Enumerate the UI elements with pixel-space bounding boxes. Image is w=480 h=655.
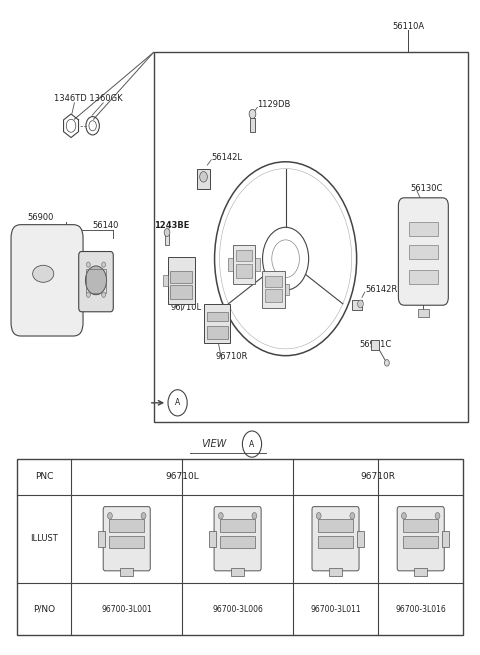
FancyBboxPatch shape (11, 225, 83, 336)
Bar (98, 531, 105, 546)
Bar (154, 52, 468, 422)
Bar (204, 304, 230, 343)
Bar (17, 458, 463, 635)
Bar (443, 531, 449, 546)
Bar (418, 309, 429, 317)
Bar (318, 536, 353, 548)
Circle shape (102, 292, 106, 297)
Text: P/NO: P/NO (33, 605, 55, 614)
Text: 1243BE: 1243BE (154, 221, 189, 231)
Bar (352, 300, 362, 310)
Bar (231, 568, 244, 576)
Circle shape (218, 512, 223, 519)
Circle shape (384, 360, 389, 366)
FancyBboxPatch shape (103, 507, 150, 571)
Circle shape (249, 109, 256, 119)
Circle shape (358, 300, 363, 308)
Text: 56142R: 56142R (366, 285, 398, 294)
Bar (318, 519, 353, 532)
Bar (265, 276, 282, 287)
Bar (236, 250, 252, 261)
Circle shape (141, 512, 146, 519)
Bar (265, 289, 282, 302)
Text: 96700-3L006: 96700-3L006 (212, 605, 263, 614)
Bar (207, 326, 228, 339)
Text: PNC: PNC (35, 472, 53, 481)
Text: 96700-3L001: 96700-3L001 (101, 605, 152, 614)
Bar (262, 271, 285, 307)
Text: 96700-3L011: 96700-3L011 (310, 605, 361, 614)
Text: A: A (175, 398, 180, 407)
Text: 1129DB: 1129DB (257, 100, 291, 109)
Circle shape (252, 512, 257, 519)
Text: A: A (250, 440, 254, 449)
Text: SRS: SRS (40, 297, 49, 303)
Circle shape (401, 512, 406, 519)
Bar (86, 269, 106, 293)
Bar (170, 271, 192, 283)
Bar (207, 312, 228, 321)
Bar (165, 234, 169, 245)
Bar (357, 531, 364, 546)
Bar (409, 270, 438, 284)
Text: 96710R: 96710R (360, 472, 396, 481)
FancyBboxPatch shape (79, 252, 113, 312)
Bar (209, 531, 216, 546)
Text: 56900: 56900 (28, 213, 54, 222)
Bar (220, 519, 255, 532)
Bar (228, 258, 233, 271)
Bar (220, 536, 255, 548)
Bar (236, 264, 252, 278)
Text: 96710L: 96710L (170, 303, 202, 312)
Text: 56140: 56140 (92, 221, 119, 231)
Text: 96700-3L016: 96700-3L016 (396, 605, 446, 614)
Text: 96710L: 96710L (165, 472, 199, 481)
Bar (163, 275, 168, 286)
Text: 56142L: 56142L (211, 153, 242, 162)
Bar (233, 245, 255, 284)
Bar (250, 118, 255, 132)
Bar (168, 257, 195, 304)
Circle shape (86, 262, 90, 267)
Circle shape (316, 512, 321, 519)
Text: 56130C: 56130C (410, 184, 443, 193)
Bar (403, 536, 439, 548)
FancyBboxPatch shape (214, 507, 261, 571)
Bar (329, 568, 342, 576)
Bar (414, 568, 427, 576)
FancyBboxPatch shape (312, 507, 359, 571)
Text: 56110A: 56110A (393, 22, 425, 31)
Bar (109, 519, 144, 532)
Circle shape (350, 512, 355, 519)
FancyBboxPatch shape (398, 198, 448, 305)
Bar (109, 536, 144, 548)
Text: 56991C: 56991C (359, 340, 391, 349)
Bar (403, 519, 439, 532)
Bar (371, 340, 379, 350)
Circle shape (85, 266, 107, 295)
Bar (409, 222, 438, 236)
FancyBboxPatch shape (397, 507, 444, 571)
Circle shape (108, 512, 112, 519)
Bar (409, 245, 438, 259)
Text: 96710R: 96710R (216, 352, 248, 362)
Circle shape (164, 229, 170, 236)
Bar (120, 568, 133, 576)
Bar (255, 258, 260, 271)
Circle shape (200, 172, 207, 182)
Circle shape (102, 262, 106, 267)
Circle shape (86, 292, 90, 297)
Text: VIEW: VIEW (201, 439, 226, 449)
Circle shape (435, 512, 440, 519)
Ellipse shape (33, 265, 54, 282)
Bar (197, 169, 210, 189)
Text: 1346TD 1360GK: 1346TD 1360GK (55, 94, 123, 103)
Text: ILLUST: ILLUST (30, 534, 58, 543)
Bar (285, 284, 289, 295)
Bar (170, 284, 192, 299)
